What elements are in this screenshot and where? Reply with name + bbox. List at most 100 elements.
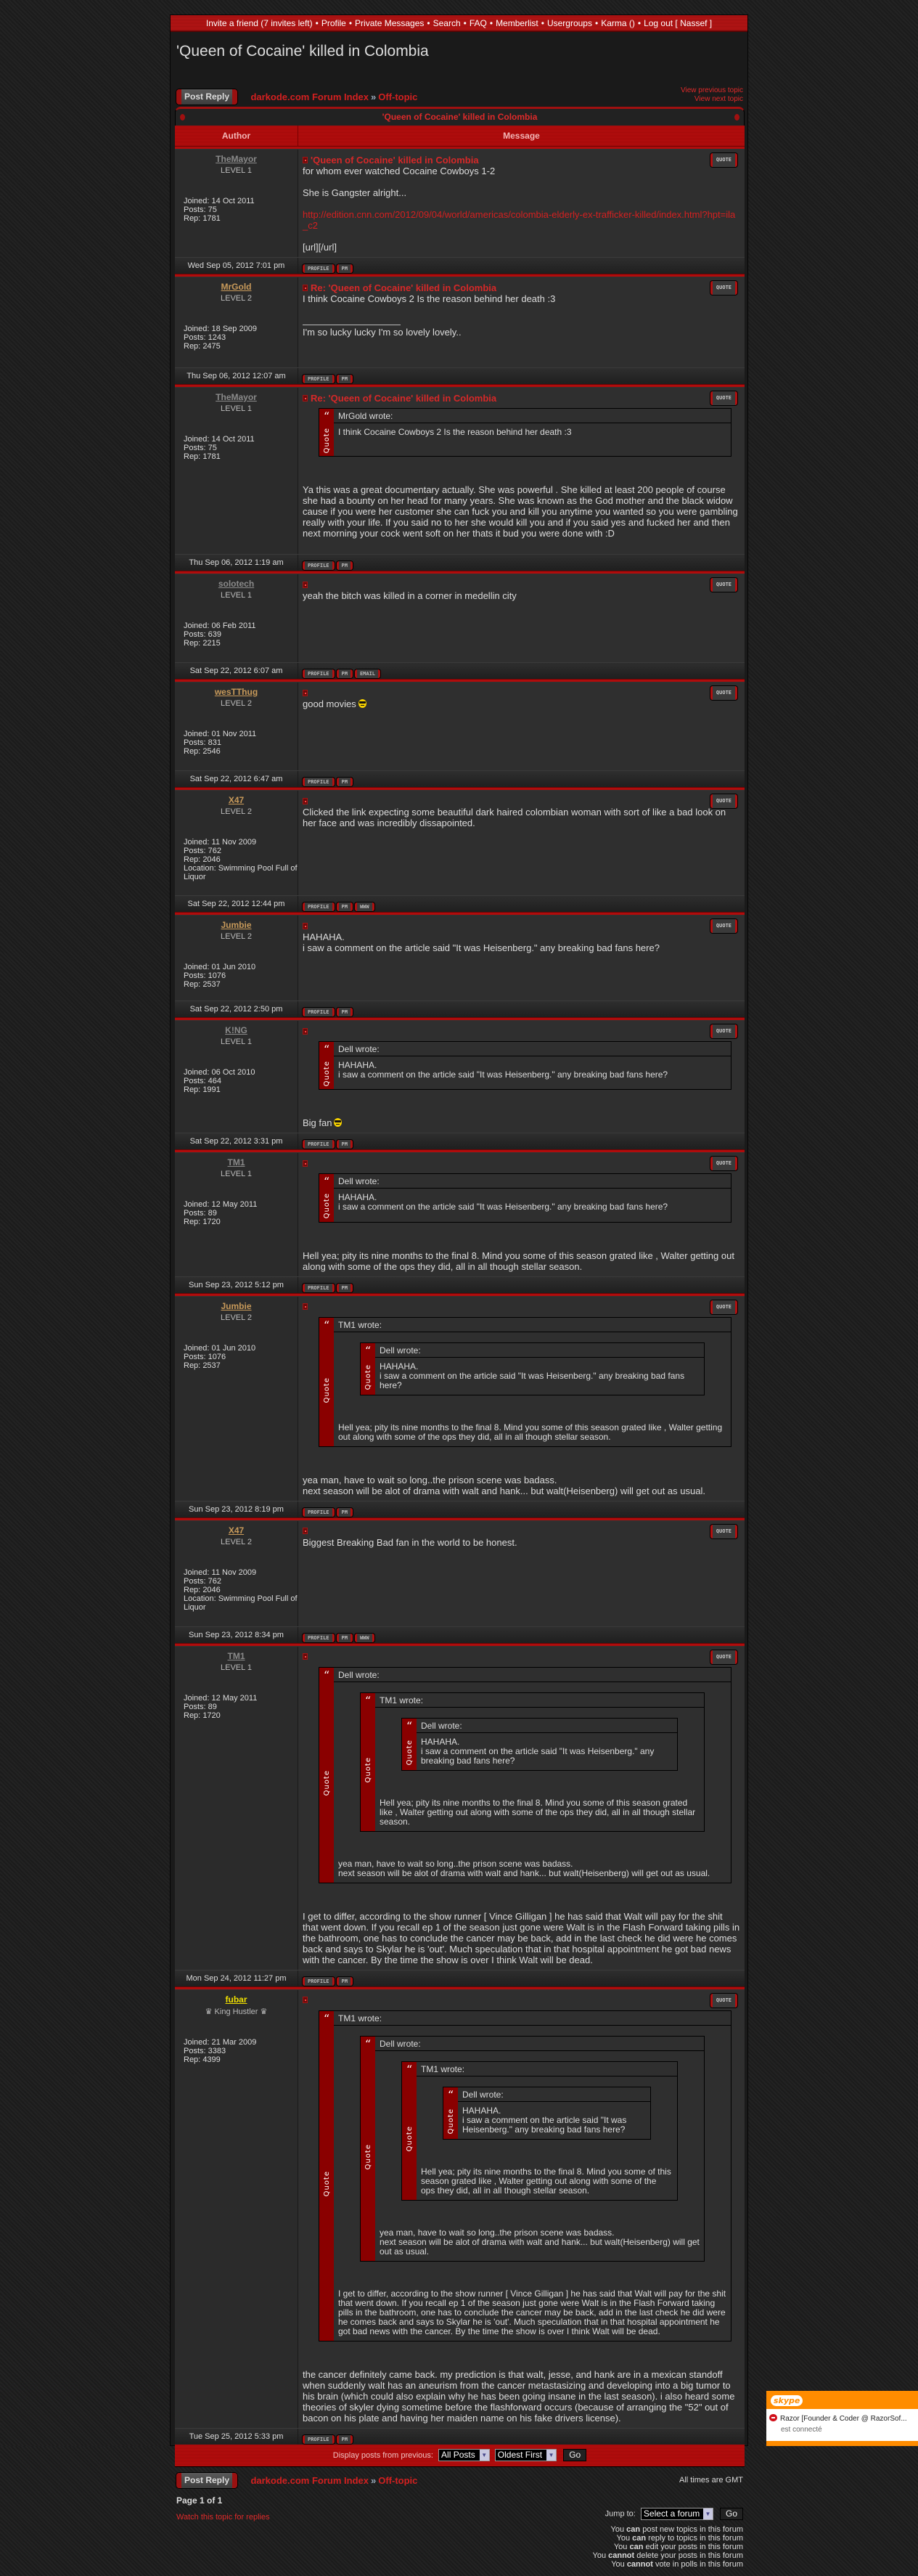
quote-block: “Quote Dell wrote: “Quote TM1 wrote: “Quote D…	[360, 2035, 705, 2262]
author-name[interactable]: TheMayor	[216, 392, 257, 402]
nav-link[interactable]: Karma ()	[601, 18, 635, 28]
email-button[interactable]: EMAIL	[354, 669, 381, 678]
post-reply-button-bottom[interactable]: Post Reply	[176, 2472, 237, 2488]
profile-button[interactable]: PROFILE	[303, 1008, 335, 1016]
display-go-button[interactable]: Go	[563, 2449, 587, 2462]
pm-button[interactable]: PM	[336, 1008, 353, 1016]
author-name[interactable]: wesTThug	[214, 687, 258, 697]
www-button[interactable]: WWW	[354, 902, 374, 911]
nav-link[interactable]: Private Messages	[355, 18, 425, 28]
nav-link[interactable]: FAQ	[469, 18, 487, 28]
author-name[interactable]: TheMayor	[216, 154, 257, 164]
post-link[interactable]: http://edition.cnn.com/2012/09/04/world/…	[303, 209, 736, 231]
nav-link[interactable]: Usergroups	[546, 18, 592, 28]
author-name[interactable]: Jumbie	[221, 1300, 252, 1311]
profile-button[interactable]: PROFILE	[303, 1507, 335, 1517]
author-joined: Joined: 06 Oct 2010	[184, 1068, 298, 1077]
post-footer: Sat Sep 22, 2012 6:47 am PROFILE PM	[175, 770, 745, 787]
pm-button[interactable]: PM	[336, 1283, 353, 1292]
message-panel: QUOTE “Quote TM1 wrote: “Quote Dell wrote: HA…	[298, 1296, 745, 1501]
nav-link[interactable]: Profile	[321, 18, 346, 28]
quote-button[interactable]: QUOTE	[710, 578, 737, 592]
skype-notification[interactable]: skype Razor [Founder & Coder @ RazorSof.…	[766, 2391, 918, 2446]
jump-to-select[interactable]: Select a forum ▼	[640, 2507, 713, 2520]
bar-dot-icon	[180, 114, 185, 121]
author-rep: Rep: 2215	[184, 639, 298, 648]
view-previous-topic-link[interactable]: View previous topic	[681, 86, 743, 94]
author-name[interactable]: fubar	[225, 1994, 247, 2005]
quote-body: “Quote Dell wrote: HAHAHA. i saw a comment…	[334, 1332, 731, 1446]
profile-button[interactable]: PROFILE	[303, 2434, 335, 2444]
profile-button[interactable]: PROFILE	[303, 1976, 335, 1986]
pm-button[interactable]: PM	[336, 902, 353, 911]
nav-link[interactable]: Memberlist	[496, 18, 538, 28]
quote-button[interactable]: QUOTE	[710, 794, 737, 808]
pm-button[interactable]: PM	[336, 1633, 353, 1642]
quote-wrote-label: wrote:	[438, 1720, 462, 1731]
author-name[interactable]: X47	[228, 795, 245, 805]
profile-button[interactable]: PROFILE	[303, 264, 335, 273]
pm-button[interactable]: PM	[336, 561, 353, 570]
breadcrumb-forum-index[interactable]: darkode.com Forum Index	[250, 91, 369, 102]
permission-subject: You	[610, 2524, 625, 2534]
profile-button[interactable]: PROFILE	[303, 902, 335, 911]
post-reply-button[interactable]: Post Reply	[176, 89, 237, 105]
nav-link[interactable]: Invite a friend (7 invites left)	[205, 18, 313, 28]
author-name[interactable]: K!NG	[225, 1025, 247, 1035]
pm-button[interactable]: PM	[336, 1976, 353, 1986]
breadcrumb-off-topic[interactable]: Off-topic	[378, 91, 418, 102]
quote-button[interactable]: QUOTE	[710, 391, 737, 405]
detail-label: Posts:	[184, 444, 206, 452]
nav-link[interactable]: Log out [ Nassef ]	[644, 18, 713, 28]
breadcrumb-off-topic[interactable]: Off-topic	[378, 2474, 418, 2486]
profile-button[interactable]: PROFILE	[303, 669, 335, 678]
breadcrumb-forum-index[interactable]: darkode.com Forum Index	[250, 2474, 369, 2486]
pm-button[interactable]: PM	[336, 264, 353, 273]
author-name[interactable]: Jumbie	[221, 920, 252, 930]
quote-button[interactable]: QUOTE	[710, 281, 737, 295]
profile-button[interactable]: PROFILE	[303, 1633, 335, 1642]
author-name[interactable]: X47	[228, 1525, 245, 1536]
author-name[interactable]: TM1	[227, 1650, 245, 1661]
quote-text: I think Cocaine Cowboys 2 Is the reason …	[338, 427, 572, 437]
posts-range-select[interactable]: All Posts ▼	[438, 2449, 490, 2462]
nav-link[interactable]: Search	[433, 18, 461, 28]
profile-button[interactable]: PROFILE	[303, 375, 335, 383]
author-posts: Posts: 75	[184, 205, 298, 214]
pm-button[interactable]: PM	[336, 778, 353, 786]
www-button[interactable]: WWW	[354, 1633, 374, 1642]
quote-strip: “ Quote	[443, 2087, 458, 2139]
topic-title-link[interactable]: 'Queen of Cocaine' killed in Colombia	[382, 112, 538, 122]
view-next-topic-link[interactable]: View next topic	[694, 95, 743, 103]
detail-value: 2546	[202, 747, 221, 756]
quote-button[interactable]: QUOTE	[710, 1993, 737, 2008]
permission-text: reply to topics in this forum	[648, 2533, 743, 2543]
quote-button[interactable]: QUOTE	[710, 919, 737, 933]
profile-button[interactable]: PROFILE	[303, 561, 335, 570]
profile-button[interactable]: PROFILE	[303, 778, 335, 786]
pm-button[interactable]: PM	[336, 669, 353, 678]
author-name[interactable]: MrGold	[221, 282, 252, 292]
pm-button[interactable]: PM	[336, 375, 353, 383]
profile-button[interactable]: PROFILE	[303, 1140, 335, 1149]
author-rep: Rep: 4399	[184, 2055, 298, 2064]
post-row: MrGold LEVEL 2 Joined: 18 Sep 2009 Posts: 1…	[175, 277, 745, 367]
quote-button[interactable]: QUOTE	[710, 1524, 737, 1538]
quote-button[interactable]: QUOTE	[710, 686, 737, 700]
quote-button[interactable]: QUOTE	[710, 1024, 737, 1038]
detail-value: 2537	[202, 1361, 221, 1370]
jump-go-button[interactable]: Go	[719, 2507, 743, 2520]
pm-button[interactable]: PM	[336, 1507, 353, 1517]
sort-order-select[interactable]: Oldest First ▼	[494, 2449, 557, 2462]
pm-button[interactable]: PM	[336, 1140, 353, 1149]
quote-button[interactable]: QUOTE	[710, 1300, 737, 1314]
author-name[interactable]: solotech	[218, 579, 255, 589]
quote-button[interactable]: QUOTE	[710, 1157, 737, 1171]
quote-button[interactable]: QUOTE	[710, 153, 737, 167]
post-row: Jumbie LEVEL 2 Joined: 01 Jun 2010 Posts: 1…	[175, 916, 745, 1000]
author-name[interactable]: TM1	[227, 1157, 245, 1168]
profile-button[interactable]: PROFILE	[303, 1283, 335, 1292]
post: Jumbie LEVEL 2 Joined: 01 Jun 2010 Posts: 1…	[175, 1292, 745, 1517]
quote-button[interactable]: QUOTE	[710, 1650, 737, 1664]
pm-button[interactable]: PM	[336, 2434, 353, 2444]
